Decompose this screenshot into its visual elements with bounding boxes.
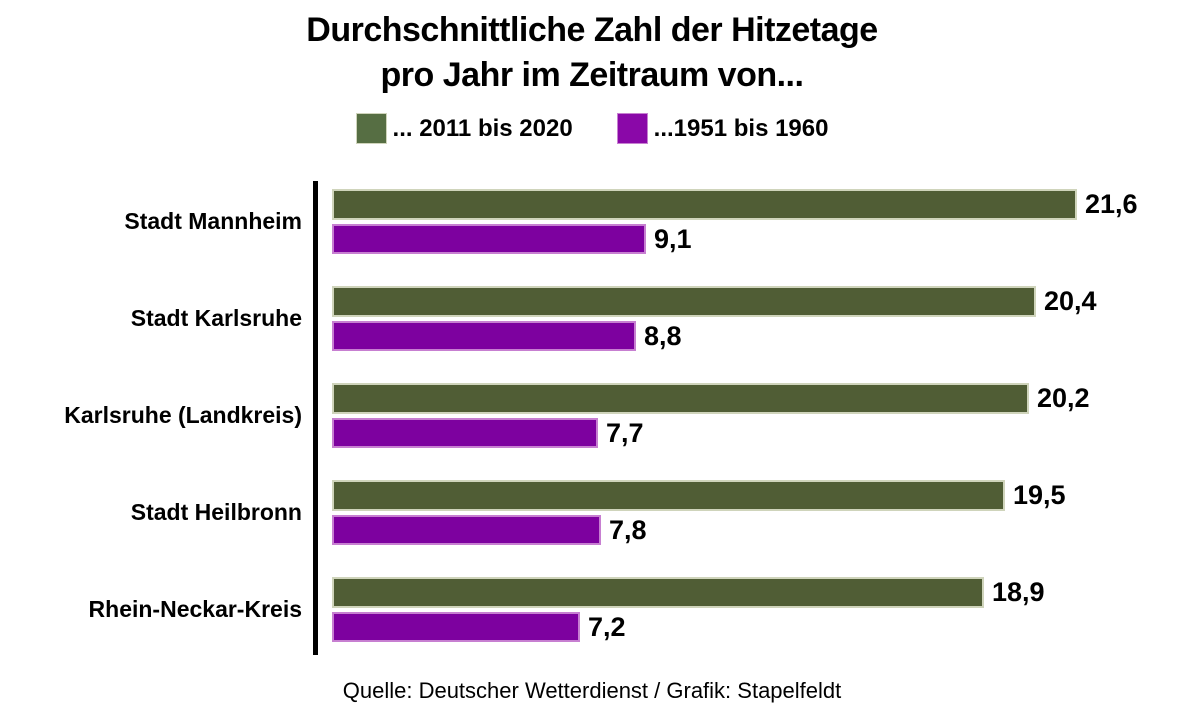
bar-row-series-1951-1960: 7,2	[332, 612, 1184, 642]
category-label: Stadt Heilbronn	[130, 499, 302, 525]
bar-series-1951-1960	[332, 612, 580, 642]
bar-value-label: 7,7	[606, 417, 644, 448]
category-group-5: Rhein-Neckar-Kreis 18,9 7,2	[0, 577, 1184, 642]
category-label: Rhein-Neckar-Kreis	[88, 596, 302, 622]
bar-series-2011-2020	[332, 189, 1077, 220]
bar-value-label: 21,6	[1085, 189, 1138, 219]
bar-value-label: 20,4	[1044, 286, 1097, 316]
category-group-1: Stadt Mannheim 21,6 9,1	[0, 189, 1184, 254]
category-label: Stadt Karlsruhe	[130, 305, 302, 331]
bar-row-series-2011-2020: 20,4	[332, 286, 1184, 317]
bar-row-series-1951-1960: 7,8	[332, 515, 1184, 545]
legend-label-2011-2020: ... 2011 bis 2020	[392, 114, 573, 142]
legend-swatch-2011-2020	[355, 113, 387, 144]
bar-row-series-2011-2020: 21,6	[332, 189, 1184, 220]
category-bars: 20,2 7,7	[332, 383, 1184, 448]
category-bars: 18,9 7,2	[332, 577, 1184, 642]
bar-value-label: 8,8	[644, 320, 682, 351]
category-label: Karlsruhe (Landkreis)	[64, 402, 302, 428]
bar-chart: Stadt Mannheim 21,6 9,1 Stadt Karlsruhe 20,4…	[0, 181, 1184, 655]
bar-value-label: 7,8	[609, 514, 647, 545]
bar-series-2011-2020	[332, 286, 1036, 317]
bar-series-2011-2020	[332, 383, 1029, 414]
chart-title-line2: pro Jahr im Zeitraum von...	[380, 56, 804, 94]
bar-series-1951-1960	[332, 321, 636, 351]
bar-series-1951-1960	[332, 418, 598, 448]
category-label: Stadt Mannheim	[124, 208, 302, 234]
legend-label-1951-1960: ...1951 bis 1960	[653, 114, 829, 142]
source-caption: Quelle: Deutscher Wetterdienst / Grafik:…	[342, 678, 842, 703]
bar-series-2011-2020	[332, 577, 984, 608]
chart-title: Durchschnittliche Zahl der Hitzetage pro…	[0, 0, 1184, 98]
category-group-4: Stadt Heilbronn 19,5 7,8	[0, 480, 1184, 545]
bar-value-label: 9,1	[654, 223, 692, 254]
legend-item-2011-2020: ... 2011 bis 2020	[355, 113, 573, 144]
bar-series-1951-1960	[332, 224, 646, 254]
bar-row-series-1951-1960: 8,8	[332, 321, 1184, 351]
bar-row-series-2011-2020: 19,5	[332, 480, 1184, 511]
bar-series-1951-1960	[332, 515, 601, 545]
category-group-3: Karlsruhe (Landkreis) 20,2 7,7	[0, 383, 1184, 448]
category-bars: 19,5 7,8	[332, 480, 1184, 545]
y-axis-line	[313, 181, 318, 655]
legend: ... 2011 bis 2020 ...1951 bis 1960	[0, 113, 1184, 144]
bar-value-label: 19,5	[1013, 480, 1066, 510]
bar-value-label: 20,2	[1037, 383, 1090, 413]
category-group-2: Stadt Karlsruhe 20,4 8,8	[0, 286, 1184, 351]
bar-row-series-1951-1960: 7,7	[332, 418, 1184, 448]
legend-item-1951-1960: ...1951 bis 1960	[616, 113, 829, 144]
legend-swatch-1951-1960	[616, 113, 648, 144]
bar-value-label: 7,2	[588, 611, 626, 642]
bar-row-series-1951-1960: 9,1	[332, 224, 1184, 254]
chart-title-line1: Durchschnittliche Zahl der Hitzetage	[306, 11, 878, 49]
bar-series-2011-2020	[332, 480, 1005, 511]
bar-value-label: 18,9	[992, 577, 1045, 607]
bar-row-series-2011-2020: 20,2	[332, 383, 1184, 414]
category-bars: 21,6 9,1	[332, 189, 1184, 254]
category-bars: 20,4 8,8	[332, 286, 1184, 351]
bar-row-series-2011-2020: 18,9	[332, 577, 1184, 608]
